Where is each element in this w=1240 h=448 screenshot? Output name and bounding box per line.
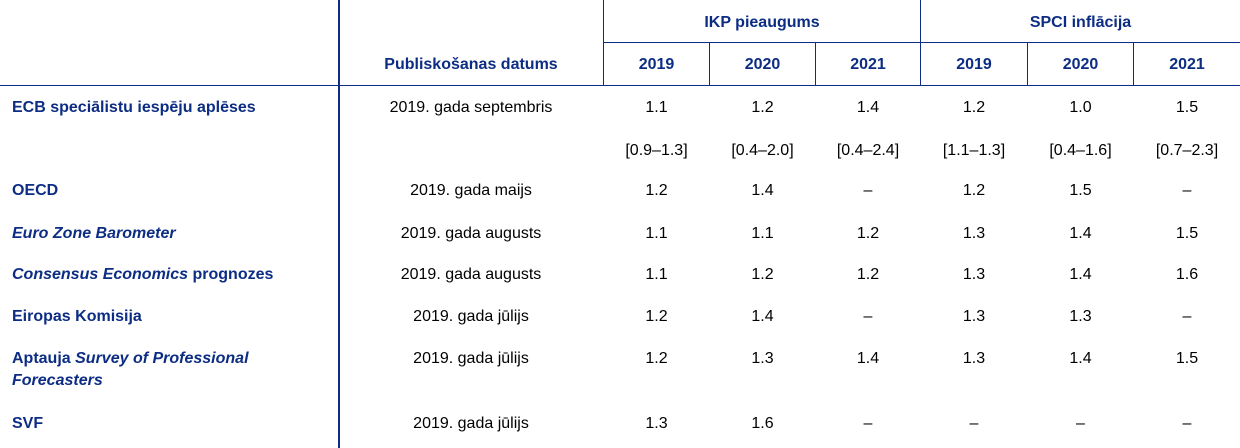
table-cell: –: [863, 182, 873, 199]
header-group-rule: [603, 42, 1240, 43]
table-cell: –: [1076, 415, 1085, 432]
group-header-hicp: SPCI inflācija: [1029, 14, 1132, 31]
table-cell: 1.3: [645, 415, 668, 432]
publication-date: 2019. gada augusts: [400, 266, 542, 283]
publication-date: 2019. gada septembris: [389, 99, 553, 116]
table-cell: 1.2: [645, 182, 668, 199]
row-label-part: Eiropas Komisija: [12, 308, 142, 325]
table-cell: 1.4: [1069, 266, 1092, 283]
table-cell: [0.4–2.0]: [731, 142, 794, 159]
table-cell: [0.7–2.3]: [1155, 142, 1219, 159]
table-cell: [0.9–1.3]: [625, 142, 688, 159]
divider-label-column: [338, 0, 340, 448]
publication-date: 2019. gada jūlijs: [413, 308, 529, 325]
table-cell: 1.1: [645, 225, 668, 242]
table-cell: 1.4: [1069, 350, 1092, 367]
divider-pub-column: [603, 0, 604, 86]
table-cell: –: [1182, 415, 1192, 432]
table-cell: 1.6: [751, 415, 774, 432]
row-label-part: Aptauja: [12, 350, 76, 367]
year-header: 2019: [638, 56, 675, 73]
table-cell: –: [863, 308, 873, 325]
publication-date: 2019. gada jūlijs: [413, 350, 529, 367]
table-cell: 1.4: [751, 182, 774, 199]
table-cell: [1.1–1.3]: [942, 142, 1006, 159]
year-header: 2021: [850, 56, 886, 73]
table-cell: 1.5: [1175, 350, 1199, 367]
table-cell: 1.2: [645, 308, 668, 325]
row-label: Euro Zone Barometer: [12, 223, 332, 245]
divider-year-4: [1027, 42, 1028, 86]
row-label-part: SVF: [12, 415, 44, 432]
table-cell: 1.5: [1069, 182, 1092, 199]
table-cell: 1.2: [856, 225, 880, 242]
row-label: OECD: [12, 180, 332, 202]
table-cell: 1.3: [962, 266, 986, 283]
divider-year-2: [815, 42, 816, 86]
table-cell: 1.4: [856, 350, 880, 367]
table-cell: –: [1182, 308, 1192, 325]
row-label: Consensus Economics prognozes: [12, 264, 332, 286]
table-cell: 1.3: [1069, 308, 1092, 325]
table-cell: 1.3: [962, 225, 986, 242]
header-bottom-rule: [0, 85, 1240, 86]
year-header: 2021: [1169, 56, 1205, 73]
row-label: Aptauja Survey of Professional Forecaste…: [12, 348, 332, 392]
year-header: 2020: [1062, 56, 1099, 73]
table-cell: 1.3: [962, 308, 986, 325]
table-cell: 1.4: [751, 308, 774, 325]
table-cell: 1.2: [962, 182, 986, 199]
table-cell: 1.0: [1069, 99, 1092, 116]
row-label-part: ECB speciālistu iespēju aplēses: [12, 99, 256, 116]
column-header-pub-date: Publiskošanas datums: [384, 56, 558, 73]
table-cell: –: [863, 415, 873, 432]
row-label-part: OECD: [12, 182, 59, 199]
row-label-part: Consensus Economics: [12, 266, 189, 283]
table-cell: 1.1: [751, 225, 774, 242]
table-cell: 1.4: [856, 99, 880, 116]
table-cell: 1.2: [751, 99, 774, 116]
table-cell: 1.3: [751, 350, 774, 367]
row-label: SVF: [12, 413, 332, 435]
table-cell: 1.2: [856, 266, 880, 283]
row-label-part: Survey of Professional Forecasters: [12, 350, 249, 389]
row-label: Eiropas Komisija: [12, 306, 332, 328]
table-cell: 1.2: [645, 350, 668, 367]
row-label-part: Euro Zone Barometer: [12, 225, 176, 242]
table-cell: –: [1182, 182, 1192, 199]
publication-date: 2019. gada jūlijs: [413, 415, 529, 432]
publication-date: 2019. gada augusts: [400, 225, 542, 242]
table-cell: 1.4: [1069, 225, 1092, 242]
table-cell: 1.2: [751, 266, 774, 283]
divider-year-1: [709, 42, 710, 86]
table-cell: [0.4–1.6]: [1049, 142, 1112, 159]
table-cell: 1.2: [962, 99, 986, 116]
row-label: ECB speciālistu iespēju aplēses: [12, 97, 332, 119]
table-cell: 1.5: [1175, 99, 1199, 116]
table-cell: 1.1: [645, 266, 668, 283]
table-cell: 1.3: [962, 350, 986, 367]
publication-date: 2019. gada maijs: [410, 182, 532, 199]
year-header: 2019: [956, 56, 992, 73]
table-cell: [0.4–2.4]: [836, 142, 900, 159]
year-header: 2020: [744, 56, 781, 73]
table-cell: 1.5: [1175, 225, 1199, 242]
table-cell: 1.6: [1175, 266, 1199, 283]
group-header-gdp: IKP pieaugums: [704, 14, 820, 31]
divider-year-5: [1133, 42, 1134, 86]
divider-gdp-hicp: [920, 0, 921, 86]
table-cell: –: [969, 415, 979, 432]
table-cell: 1.1: [645, 99, 668, 116]
row-label-part: prognozes: [188, 266, 274, 283]
